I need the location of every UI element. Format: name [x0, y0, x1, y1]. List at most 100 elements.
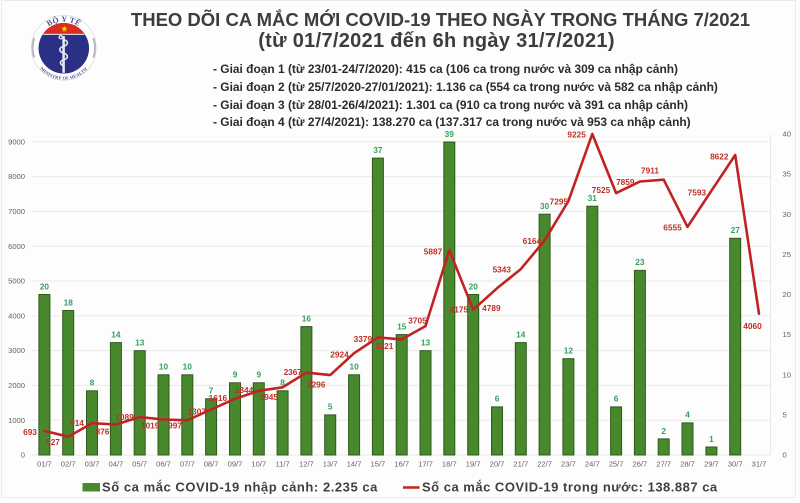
svg-text:06/7: 06/7 — [156, 460, 171, 469]
svg-text:11/7: 11/7 — [275, 460, 289, 469]
svg-text:04/7: 04/7 — [109, 460, 124, 469]
svg-text:16/7: 16/7 — [394, 460, 409, 469]
svg-text:1945: 1945 — [260, 392, 279, 402]
svg-text:20: 20 — [40, 281, 50, 291]
svg-text:21/7: 21/7 — [513, 460, 528, 469]
svg-text:14: 14 — [516, 329, 526, 339]
svg-text:27/7: 27/7 — [656, 460, 671, 469]
svg-text:527: 527 — [46, 437, 60, 447]
svg-text:30/7: 30/7 — [728, 460, 743, 469]
svg-text:10: 10 — [159, 362, 169, 372]
svg-text:10: 10 — [183, 362, 193, 372]
svg-text:914: 914 — [70, 418, 84, 428]
svg-text:3000: 3000 — [8, 346, 25, 355]
svg-text:14: 14 — [111, 329, 121, 339]
svg-text:10: 10 — [349, 362, 359, 372]
svg-text:8: 8 — [280, 378, 285, 388]
svg-text:05/7: 05/7 — [132, 460, 147, 469]
svg-text:7295: 7295 — [550, 196, 569, 206]
svg-text:15: 15 — [397, 321, 407, 331]
svg-text:2924: 2924 — [330, 349, 349, 359]
svg-text:25: 25 — [783, 250, 791, 259]
svg-text:17/7: 17/7 — [418, 460, 433, 469]
svg-text:7525: 7525 — [592, 185, 611, 195]
svg-text:1019: 1019 — [141, 421, 160, 431]
svg-text:9225: 9225 — [567, 130, 586, 140]
svg-text:40: 40 — [783, 130, 791, 139]
svg-text:5343: 5343 — [493, 265, 512, 275]
svg-text:27: 27 — [731, 225, 741, 235]
svg-text:23/7: 23/7 — [561, 460, 576, 469]
svg-text:6: 6 — [614, 394, 619, 404]
svg-text:5887: 5887 — [424, 247, 443, 257]
svg-text:12/7: 12/7 — [299, 460, 314, 469]
svg-text:01/7: 01/7 — [37, 460, 52, 469]
svg-text:13: 13 — [421, 338, 431, 348]
svg-text:15/7: 15/7 — [371, 460, 386, 469]
svg-text:29/7: 29/7 — [704, 460, 719, 469]
svg-text:22/7: 22/7 — [537, 460, 552, 469]
svg-text:6555: 6555 — [663, 222, 682, 232]
svg-text:8: 8 — [90, 378, 95, 388]
svg-text:20: 20 — [783, 290, 791, 299]
svg-text:19/7: 19/7 — [466, 460, 481, 469]
svg-text:1616: 1616 — [209, 393, 228, 403]
svg-text:39: 39 — [445, 129, 455, 139]
svg-text:2: 2 — [661, 426, 666, 436]
svg-text:Số ca mắc COVID-19 trong nước:: Số ca mắc COVID-19 trong nước: 138.887 c… — [422, 480, 718, 495]
svg-text:10/7: 10/7 — [251, 460, 266, 469]
svg-text:25/7: 25/7 — [609, 460, 624, 469]
svg-text:5: 5 — [783, 411, 787, 420]
svg-text:4789: 4789 — [482, 303, 501, 313]
svg-text:3321: 3321 — [375, 341, 394, 351]
svg-text:0: 0 — [21, 451, 25, 460]
svg-text:37: 37 — [373, 145, 383, 155]
svg-text:8622: 8622 — [710, 151, 729, 161]
svg-text:4000: 4000 — [8, 311, 25, 320]
svg-text:18/7: 18/7 — [442, 460, 457, 469]
svg-text:876: 876 — [96, 426, 110, 436]
svg-text:10: 10 — [783, 370, 791, 379]
svg-text:02/7: 02/7 — [61, 460, 76, 469]
svg-text:2296: 2296 — [307, 380, 326, 390]
svg-text:28/7: 28/7 — [680, 460, 695, 469]
svg-text:13/7: 13/7 — [323, 460, 338, 469]
svg-text:23: 23 — [635, 257, 645, 267]
svg-text:13: 13 — [135, 338, 145, 348]
svg-text:8000: 8000 — [8, 172, 25, 181]
svg-text:35: 35 — [783, 170, 791, 179]
svg-text:18: 18 — [64, 297, 74, 307]
svg-text:4175: 4175 — [450, 304, 469, 314]
svg-text:997: 997 — [168, 421, 182, 431]
svg-text:08/7: 08/7 — [204, 460, 219, 469]
svg-text:7000: 7000 — [8, 207, 25, 216]
svg-text:5: 5 — [328, 402, 333, 412]
svg-text:1: 1 — [709, 434, 714, 444]
svg-text:6000: 6000 — [8, 242, 25, 251]
svg-text:14/7: 14/7 — [347, 460, 362, 469]
svg-text:1000: 1000 — [8, 416, 25, 425]
svg-text:09/7: 09/7 — [228, 460, 243, 469]
svg-text:9: 9 — [256, 370, 261, 380]
svg-text:2367: 2367 — [284, 367, 303, 377]
svg-text:6: 6 — [495, 394, 500, 404]
svg-text:16: 16 — [302, 313, 312, 323]
svg-text:15: 15 — [783, 330, 791, 339]
svg-text:693: 693 — [23, 427, 37, 437]
svg-text:26/7: 26/7 — [633, 460, 648, 469]
svg-text:1089: 1089 — [115, 412, 134, 422]
svg-text:3379: 3379 — [354, 334, 373, 344]
svg-text:6164: 6164 — [523, 236, 542, 246]
svg-text:3705: 3705 — [408, 315, 427, 325]
svg-text:20: 20 — [469, 281, 479, 291]
svg-text:1844: 1844 — [235, 385, 254, 395]
svg-text:20/7: 20/7 — [490, 460, 505, 469]
svg-text:BỘ Y TẾ: BỘ Y TẾ — [45, 15, 83, 28]
svg-text:0: 0 — [783, 451, 787, 460]
svg-text:03/7: 03/7 — [85, 460, 100, 469]
svg-text:7911: 7911 — [641, 165, 659, 175]
svg-text:31/7: 31/7 — [752, 460, 767, 469]
svg-text:12: 12 — [564, 346, 574, 356]
svg-text:Số ca mắc COVID-19 nhập cảnh:: Số ca mắc COVID-19 nhập cảnh: 2.235 ca — [102, 480, 378, 495]
svg-text:7859: 7859 — [616, 177, 635, 187]
